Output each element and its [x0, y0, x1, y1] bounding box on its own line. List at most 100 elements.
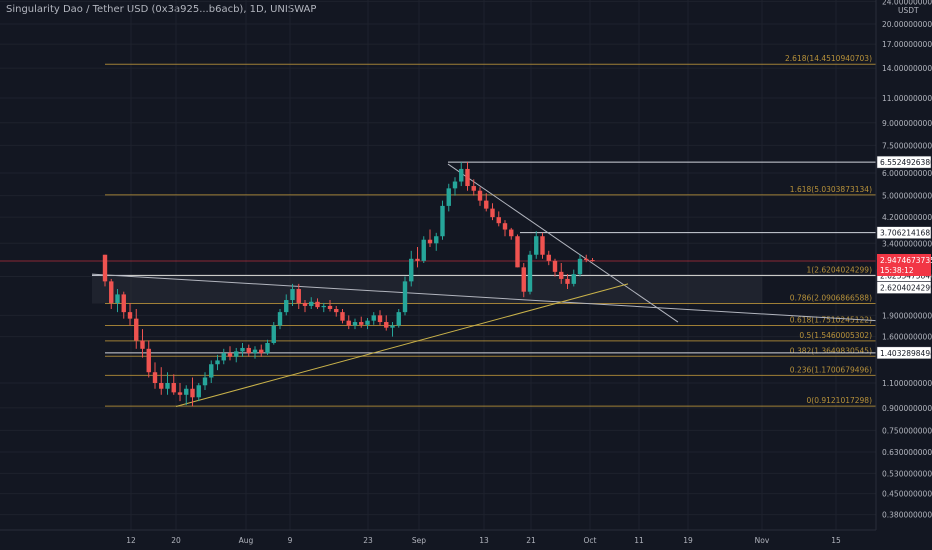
y-tick-label: 11.0000000000: [882, 94, 932, 103]
candle-body: [577, 258, 583, 275]
x-tick-label: Sep: [412, 536, 426, 545]
candle-body: [196, 385, 201, 398]
candle-body: [209, 364, 214, 378]
candle-body: [371, 315, 376, 321]
trendline-down-short: [447, 163, 679, 323]
level-badge-label: 1.4032898494: [880, 349, 932, 358]
fib-price-badge-bg: [876, 281, 932, 294]
candle-body: [227, 353, 233, 357]
candle-body: [215, 360, 220, 365]
fib-level-label: 0(0.9121017298): [807, 396, 873, 405]
candle-body: [509, 229, 514, 237]
trendline-up: [175, 283, 629, 407]
x-tick-label: 12: [126, 536, 136, 545]
level-badge-bg: [876, 226, 932, 239]
fib-level-label: 1.618(5.0303873134): [790, 185, 872, 194]
candle-body: [484, 200, 489, 209]
candle-body: [321, 305, 326, 308]
y-tick-label: 3.4000000000: [882, 239, 932, 248]
candle-body: [477, 190, 483, 201]
fib-level-label: 0.618(1.7510245122): [790, 315, 872, 324]
y-tick-label: 1.1000000000: [882, 379, 932, 388]
y-unit-label: USDT: [898, 6, 919, 15]
candle-body: [121, 294, 126, 313]
y-tick-label: 0.5300000000: [882, 469, 932, 478]
x-tick-label: 23: [363, 536, 373, 545]
candle-body: [584, 258, 589, 261]
candle-body: [527, 254, 533, 292]
x-tick-label: 9: [288, 536, 293, 545]
candle-body: [315, 301, 320, 308]
x-tick-label: Aug: [239, 536, 254, 545]
candle-body: [359, 322, 364, 325]
candle-body: [540, 236, 545, 255]
candle-body: [502, 223, 508, 230]
x-tick-label: 20: [171, 536, 181, 545]
candle-body: [327, 305, 333, 309]
level-badge-bg: [876, 346, 932, 360]
candle-body: [452, 181, 458, 189]
candle-body: [184, 388, 189, 395]
candle-body: [234, 351, 239, 357]
y-tick-label: 14.0000000000: [882, 64, 932, 73]
candle-body: [421, 239, 426, 261]
fib-price-badge-label: 2.6204024299: [880, 284, 932, 293]
candle-body: [402, 281, 408, 313]
candle-body: [202, 377, 208, 386]
y-tick-label: 17.0000000000: [882, 40, 932, 49]
candle-body: [409, 258, 414, 282]
candle-body: [552, 260, 558, 272]
current-price-badge-bg: [877, 253, 931, 276]
y-tick-label: 9.0000000000: [882, 119, 932, 128]
fib-level-label: 0.786(2.0906866588): [790, 294, 872, 303]
candle-body: [115, 294, 120, 303]
candle-body: [459, 168, 464, 182]
y-tick-label: 1.9000000000: [882, 311, 932, 320]
candle-body: [240, 347, 245, 352]
candle-body: [465, 168, 470, 187]
candle-body: [296, 289, 301, 303]
y-tick-label: 7.5000000000: [882, 141, 932, 150]
y-tick-label: 0.9000000000: [882, 404, 932, 413]
chart-title: Singularity Dao / Tether USD (0x3a925...…: [6, 4, 317, 15]
candle-body: [434, 236, 439, 244]
fib-level-label: 0.5(1.5460005302): [799, 331, 872, 340]
candle-body: [446, 188, 451, 206]
fib-level-label: 1(2.6204024299): [807, 266, 873, 275]
fib-level-label: 0.236(1.1700679496): [790, 365, 872, 374]
candle-body: [102, 254, 108, 282]
candle-body: [284, 300, 289, 313]
candle-body: [221, 353, 226, 361]
current-price-badge-label: 2.9474673735: [880, 256, 932, 265]
candle-body: [159, 383, 164, 389]
y-tick-label: 5.0000000000: [882, 192, 932, 201]
candle-body: [546, 254, 551, 261]
level-badge-label: 3.7062141687: [880, 229, 932, 238]
candle-body: [334, 308, 339, 313]
y-tick-label: 6.0000000000: [882, 169, 932, 178]
candle-body: [290, 289, 295, 301]
candle-body: [396, 312, 401, 326]
candle-body: [109, 281, 114, 303]
x-tick-label: 15: [831, 536, 841, 545]
fib-level-label: 2.618(14.4510940703): [785, 54, 872, 63]
candle-body: [271, 325, 276, 343]
y-tick-label: 0.4500000000: [882, 490, 932, 499]
trendline-down-long: [91, 273, 877, 322]
candle-body: [515, 236, 520, 268]
x-tick-label: Oct: [584, 536, 597, 545]
candle-body: [277, 312, 283, 326]
candle-body: [134, 318, 139, 341]
candle-body: [384, 322, 389, 328]
x-tick-label: Nov: [755, 536, 770, 545]
candle-body: [534, 236, 539, 255]
x-tick-label: 21: [526, 536, 536, 545]
candle-body: [127, 312, 133, 319]
candle-body: [302, 302, 308, 306]
candle-body: [415, 258, 420, 261]
candle-body: [177, 392, 183, 395]
x-tick-label: 11: [634, 536, 644, 545]
candle-body: [152, 372, 158, 383]
